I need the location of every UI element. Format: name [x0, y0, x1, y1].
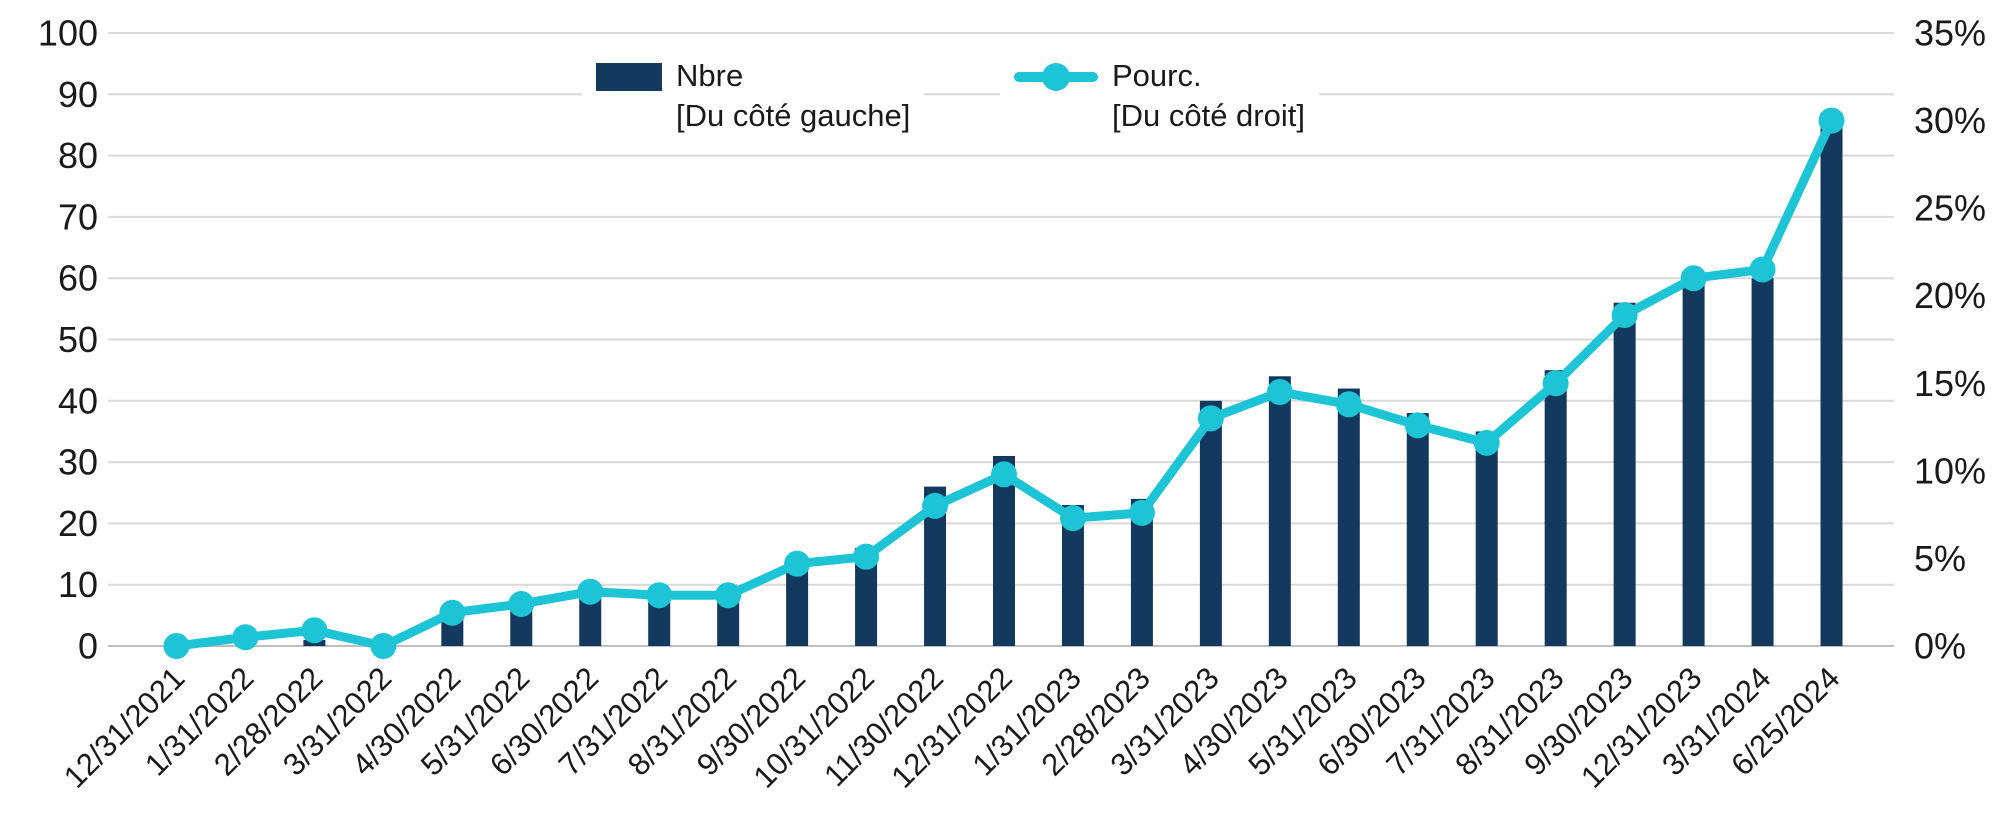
- left-axis-tick-label: 0: [78, 626, 98, 667]
- legend-label-nbre: Nbre: [676, 58, 744, 93]
- line-marker: [370, 633, 397, 659]
- left-axis-tick-label: 100: [38, 13, 98, 54]
- bar: [648, 596, 671, 646]
- left-axis-tick-label: 30: [58, 442, 98, 483]
- line-marker: [715, 582, 742, 609]
- bar: [1061, 505, 1084, 646]
- bar: [1268, 376, 1291, 646]
- left-axis-tick-label: 60: [58, 258, 98, 299]
- line-marker: [577, 578, 604, 605]
- line-marker: [1818, 107, 1845, 134]
- left-axis-tick-label: 10: [58, 564, 98, 605]
- line-marker: [439, 599, 466, 626]
- legend-label-pourc: Pourc.: [1112, 58, 1202, 93]
- line-marker: [301, 617, 328, 644]
- right-axis-tick-label: 30%: [1914, 100, 1986, 141]
- line-marker: [508, 590, 535, 617]
- legend-item-nbre: Nbre [Du côté gauche]: [582, 52, 925, 142]
- left-axis-tick-label: 40: [58, 380, 98, 421]
- bar: [1406, 413, 1429, 646]
- line-marker: [163, 633, 190, 659]
- line-marker: [1611, 301, 1638, 328]
- right-axis-tick-label: 15%: [1914, 363, 1986, 404]
- bar: [1820, 112, 1843, 646]
- bar: [1613, 302, 1636, 646]
- legend-sublabel-pourc: [Du côté droit]: [1112, 98, 1305, 133]
- bar: [717, 596, 740, 646]
- legend: Nbre [Du côté gauche] Pourc. [Du côté dr…: [0, 52, 2000, 162]
- bar: [510, 609, 533, 646]
- left-axis-tick-label: 90: [58, 74, 98, 115]
- bar: [1751, 278, 1774, 646]
- line-marker: [1473, 429, 1500, 456]
- legend-sublabel-nbre: [Du côté gauche]: [676, 98, 911, 133]
- right-axis-tick-label: 0%: [1914, 626, 1966, 667]
- line-marker: [784, 550, 811, 577]
- left-axis-tick-label: 70: [58, 196, 98, 237]
- left-axis-tick-label: 50: [58, 319, 98, 360]
- legend-text-pourc: Pourc. [Du côté droit]: [1112, 56, 1305, 136]
- line-marker: [1197, 405, 1224, 432]
- line-marker: [1680, 265, 1707, 292]
- bar: [1337, 388, 1360, 646]
- line-marker: [853, 543, 880, 570]
- line-marker: [1059, 505, 1086, 532]
- right-axis-tick-label: 35%: [1914, 13, 1986, 54]
- bar: [1130, 498, 1153, 646]
- line-marker: [232, 624, 259, 651]
- line-marker: [1266, 379, 1293, 406]
- line-marker: [646, 582, 673, 609]
- right-axis-tick-label: 10%: [1914, 450, 1986, 491]
- bar: [786, 560, 809, 646]
- bar: [579, 590, 602, 646]
- line-marker: [922, 492, 949, 519]
- line-marker: [1335, 391, 1362, 418]
- legend-text-nbre: Nbre [Du côté gauche]: [676, 56, 910, 136]
- right-axis-tick-label: 20%: [1914, 275, 1986, 316]
- line-marker-icon: [1014, 63, 1098, 91]
- bar: [855, 547, 878, 646]
- line-marker: [1404, 412, 1431, 439]
- bar: [1199, 400, 1222, 646]
- line-marker: [1128, 499, 1155, 526]
- legend-item-pourc: Pourc. [Du côté droit]: [1000, 52, 1319, 142]
- bar: [1544, 370, 1567, 646]
- bar-swatch-icon: [596, 63, 662, 91]
- bar: [1682, 284, 1705, 646]
- bar: [993, 455, 1015, 646]
- line-marker: [1749, 256, 1776, 283]
- bar: [1475, 431, 1498, 646]
- line-marker: [1542, 370, 1569, 397]
- right-axis-tick-label: 5%: [1914, 538, 1966, 579]
- left-axis-tick-label: 20: [58, 503, 98, 544]
- bar: [924, 486, 947, 646]
- line-marker: [991, 461, 1017, 488]
- right-axis-tick-label: 25%: [1914, 188, 1986, 229]
- left-axis-tick-label: 80: [58, 135, 98, 176]
